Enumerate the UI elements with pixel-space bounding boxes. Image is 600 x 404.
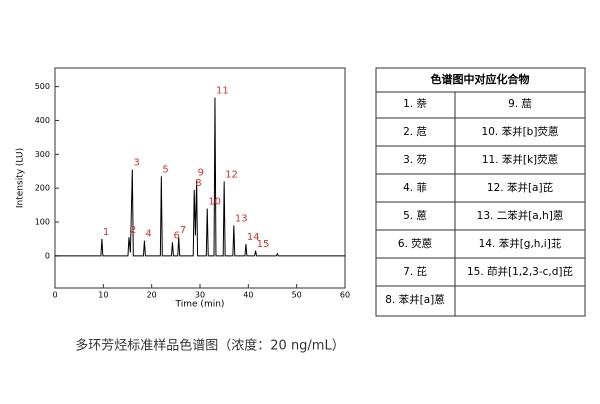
table-frame	[375, 67, 586, 317]
table-cell: 15. 茚并[1,2,3-c,d]芘	[467, 265, 573, 278]
y-axis-label: Intensity (LU)	[16, 148, 26, 208]
x-tick-label: 60	[340, 291, 350, 300]
peak-label: 9	[198, 168, 204, 179]
x-tick-label: 10	[98, 291, 108, 300]
y-tick-label: 400	[35, 116, 50, 125]
table-cell: 5. 蒽	[403, 209, 427, 222]
peak-label: 12	[225, 169, 238, 180]
peak-label: 13	[235, 213, 248, 224]
peak-label: 11	[216, 85, 229, 96]
peak-label: 2	[130, 225, 136, 236]
y-tick-label: 300	[35, 150, 50, 159]
caption: 多环芳烃标准样品色谱图（浓度：20 ng/mL）	[75, 338, 344, 354]
trace	[55, 97, 345, 257]
table-cell: 4. 菲	[403, 182, 427, 194]
table-cell: 10. 苯并[b]荧蒽	[482, 125, 559, 138]
peak-label: 6	[173, 230, 179, 241]
x-axis-label: Time (min)	[175, 300, 225, 310]
x-tick-label: 40	[243, 291, 253, 300]
x-tick-label: 20	[147, 291, 157, 300]
y-tick-label: 0	[45, 251, 50, 260]
table-cell: 13. 二苯并[a,h]蒽	[477, 209, 564, 222]
y-tick-label: 500	[35, 82, 50, 91]
x-tick-label: 30	[195, 291, 205, 300]
table-cell: 12. 苯并[a]芘	[487, 181, 553, 194]
table-cell: 11. 苯并[k]荧蒽	[482, 153, 559, 166]
table-cell: 3. 芴	[403, 153, 427, 166]
peak-label: 8	[195, 178, 201, 189]
x-tick-label: 0	[52, 291, 57, 300]
table-cell: 8. 苯并[a]蒽	[385, 293, 445, 306]
peak-label: 7	[180, 225, 186, 236]
peak-label: 1	[103, 227, 109, 238]
peak-label: 4	[145, 229, 151, 240]
table-cell: 1. 萘	[403, 98, 427, 110]
peak-label: 3	[133, 158, 139, 169]
table-cell: 14. 苯并[g,h,i]苝	[479, 237, 562, 250]
table-cell: 9. 䓛	[508, 98, 532, 110]
table-cell: 6. 荧蒽	[398, 237, 433, 250]
table-cell: 2. 苊	[403, 125, 427, 138]
peak-label: 14	[247, 232, 260, 243]
peak-label: 5	[162, 164, 168, 175]
y-tick-label: 100	[35, 218, 50, 227]
peak-label: 10	[208, 196, 221, 207]
table-cell: 7. 芘	[403, 265, 427, 278]
y-tick-label: 200	[35, 184, 50, 193]
x-tick-label: 50	[292, 291, 302, 300]
peak-label: 15	[257, 239, 270, 250]
table-header: 色谱图中对应化合物	[431, 72, 530, 86]
